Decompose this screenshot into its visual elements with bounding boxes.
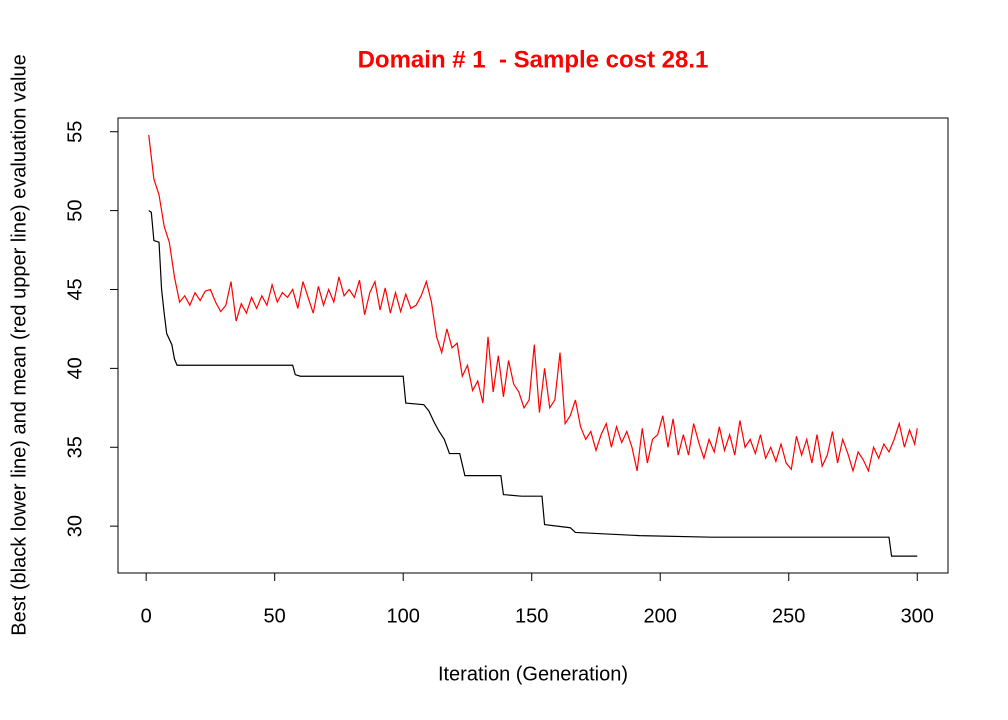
x-tick-label: 300 bbox=[901, 605, 934, 627]
y-tick-label: 40 bbox=[64, 357, 86, 379]
x-tick-label: 50 bbox=[264, 605, 286, 627]
x-tick-label: 0 bbox=[141, 605, 152, 627]
y-tick-label: 55 bbox=[64, 121, 86, 143]
series-line bbox=[148, 210, 918, 557]
series-line bbox=[148, 134, 918, 474]
y-tick-label: 45 bbox=[64, 278, 86, 300]
chart-title: Domain # 1 - Sample cost 28.1 bbox=[358, 46, 709, 73]
y-tick-label: 30 bbox=[64, 515, 86, 537]
x-axis-label: Iteration (Generation) bbox=[438, 663, 628, 685]
y-tick-label: 35 bbox=[64, 436, 86, 458]
x-tick-label: 200 bbox=[644, 605, 677, 627]
x-tick-label: 150 bbox=[515, 605, 548, 627]
y-tick-label: 50 bbox=[64, 199, 86, 221]
x-tick-label: 100 bbox=[387, 605, 420, 627]
y-axis-label: Best (black lower line) and mean (red up… bbox=[8, 54, 30, 635]
x-tick-label: 250 bbox=[772, 605, 805, 627]
plot-box bbox=[117, 117, 949, 574]
